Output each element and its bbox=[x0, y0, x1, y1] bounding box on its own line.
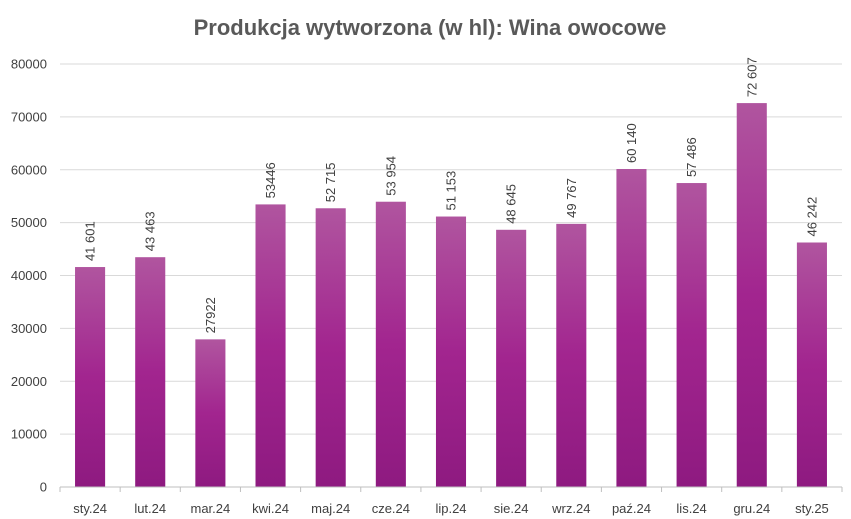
x-tick-label: gru.24 bbox=[733, 501, 770, 516]
x-tick-label: lip.24 bbox=[435, 501, 466, 516]
x-tick-label: maj.24 bbox=[311, 501, 350, 516]
data-labels: 41 601 43 463 27922 53446 52 715 53 954 51 153… bbox=[83, 57, 820, 333]
y-tick-label: 60000 bbox=[11, 162, 47, 177]
bar bbox=[496, 229, 527, 488]
x-tick-label: paź.24 bbox=[612, 501, 651, 516]
x-tick-label: mar.24 bbox=[191, 501, 231, 516]
x-tick-label: lis.24 bbox=[676, 501, 706, 516]
bar bbox=[736, 103, 767, 487]
y-tick-label: 70000 bbox=[11, 109, 47, 124]
y-tick-label: 20000 bbox=[11, 374, 47, 389]
bars bbox=[75, 103, 827, 488]
x-tick-label: cze.24 bbox=[372, 501, 410, 516]
data-label: 43 463 bbox=[143, 211, 158, 251]
y-tick-label: 50000 bbox=[11, 215, 47, 230]
bar bbox=[255, 204, 286, 487]
data-label: 46 242 bbox=[804, 197, 819, 237]
data-label: 57 486 bbox=[684, 137, 699, 177]
bar bbox=[556, 223, 587, 487]
x-tick-label: lut.24 bbox=[134, 501, 166, 516]
x-tick-label: kwi.24 bbox=[252, 501, 289, 516]
data-label: 51 153 bbox=[444, 171, 459, 211]
y-tick-label: 80000 bbox=[11, 57, 47, 72]
x-tick-label: wrz.24 bbox=[551, 501, 590, 516]
bar bbox=[375, 201, 406, 487]
bar bbox=[616, 169, 647, 487]
data-label: 27922 bbox=[203, 297, 218, 333]
x-axis: sty.24 lut.24 mar.24 kwi.24 maj.24 cze.24 lip.… bbox=[59, 486, 843, 516]
bar bbox=[435, 216, 467, 488]
data-label: 72 607 bbox=[744, 57, 759, 97]
data-label: 60 140 bbox=[624, 123, 639, 163]
bar bbox=[195, 339, 226, 487]
data-label: 49 767 bbox=[564, 178, 579, 218]
data-label: 52 715 bbox=[323, 163, 338, 203]
x-tick-label: sty.24 bbox=[73, 501, 107, 516]
x-tick-label: sie.24 bbox=[494, 501, 529, 516]
bar bbox=[135, 257, 166, 487]
y-tick-label: 40000 bbox=[11, 268, 47, 283]
data-label: 48 645 bbox=[504, 184, 519, 224]
y-tick-label: 10000 bbox=[11, 427, 47, 442]
data-label: 41 601 bbox=[83, 221, 98, 261]
data-label: 53446 bbox=[263, 162, 278, 198]
bar bbox=[315, 208, 346, 487]
bar bbox=[75, 267, 106, 487]
y-tick-label: 30000 bbox=[11, 321, 47, 336]
bar bbox=[796, 242, 827, 487]
data-label: 53 954 bbox=[383, 156, 398, 196]
bar bbox=[676, 183, 707, 487]
chart-title: Produkcja wytworzona (w hl): Wina owocow… bbox=[194, 15, 667, 40]
x-tick-label: sty.25 bbox=[795, 501, 829, 516]
y-axis-tick-labels: 0 10000 20000 30000 40000 50000 60000 70000 8000… bbox=[11, 57, 47, 495]
y-tick-label: 0 bbox=[40, 480, 47, 495]
